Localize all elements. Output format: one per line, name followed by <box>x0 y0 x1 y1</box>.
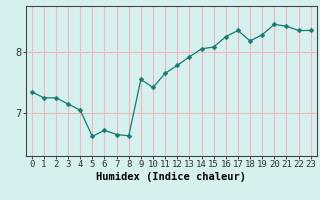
X-axis label: Humidex (Indice chaleur): Humidex (Indice chaleur) <box>96 172 246 182</box>
